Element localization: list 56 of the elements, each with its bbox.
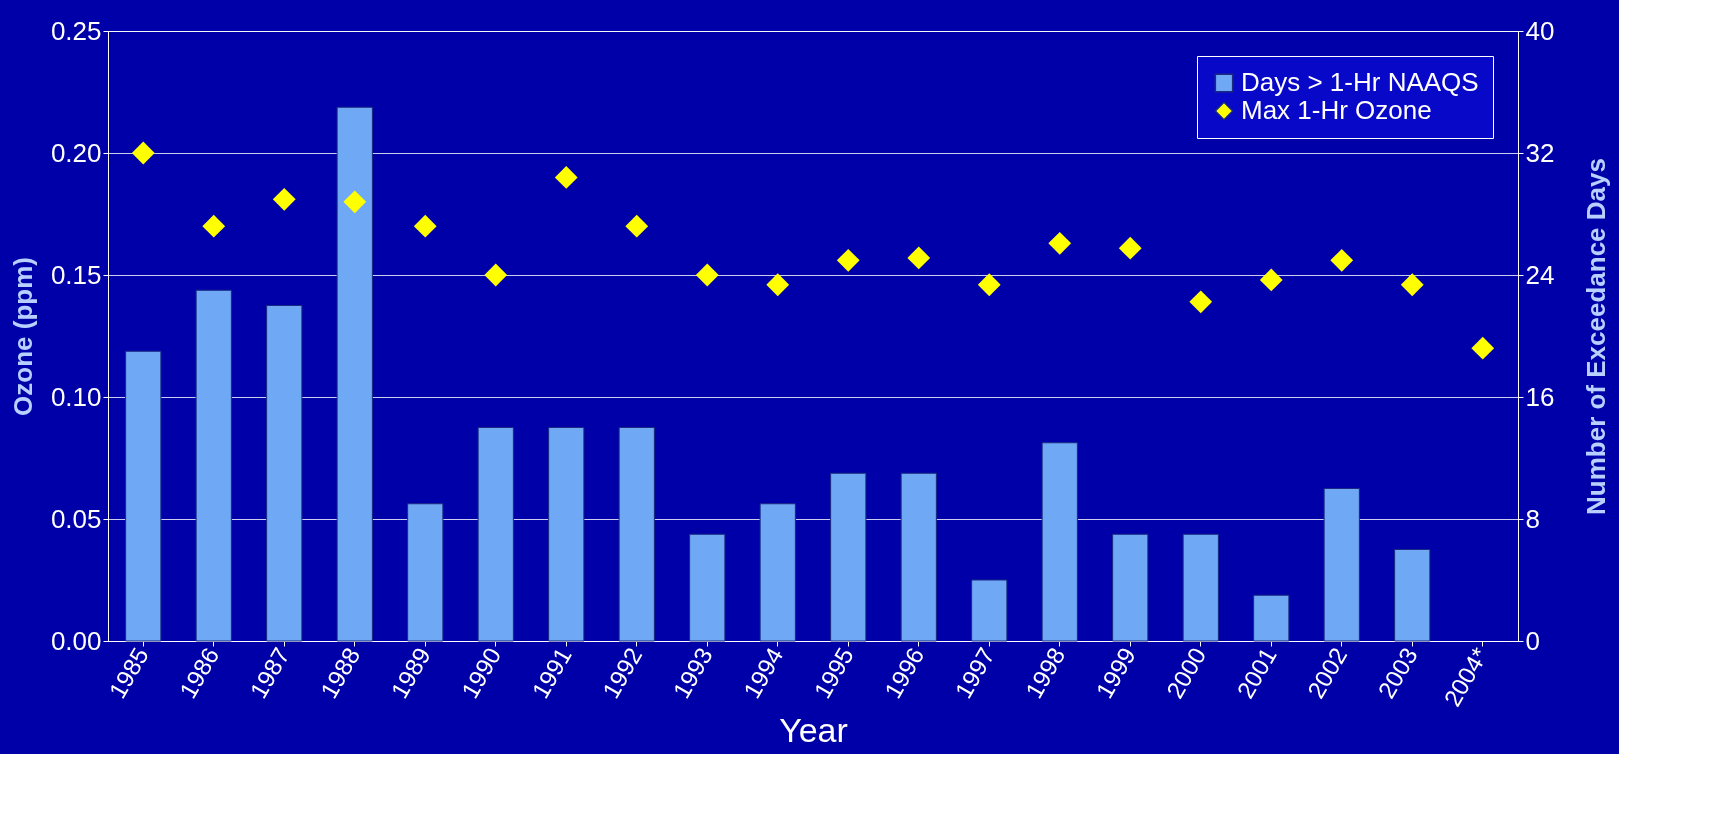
point xyxy=(1330,248,1354,272)
point xyxy=(1118,236,1142,260)
bar xyxy=(125,350,162,642)
point xyxy=(766,273,790,297)
point xyxy=(695,263,719,287)
bar xyxy=(971,579,1008,642)
point xyxy=(1259,268,1283,292)
point xyxy=(413,214,437,238)
point xyxy=(625,214,649,238)
point xyxy=(1471,336,1495,360)
point xyxy=(977,273,1001,297)
bar xyxy=(1394,549,1431,642)
bar xyxy=(407,503,444,642)
legend-label: Max 1-Hr Ozone xyxy=(1241,95,1432,125)
point xyxy=(1189,290,1213,314)
y-tick-label: 0.00 xyxy=(50,625,102,656)
bar xyxy=(618,427,655,642)
bar xyxy=(759,503,796,642)
bar xyxy=(1112,533,1149,642)
bar xyxy=(266,305,303,642)
y-tick-label: 0.20 xyxy=(50,137,102,168)
point xyxy=(907,246,931,270)
y2-tick-label: 16 xyxy=(1525,381,1555,412)
y-tick-label: 0.10 xyxy=(50,381,102,412)
point xyxy=(836,248,860,272)
point xyxy=(131,141,155,165)
bar xyxy=(900,472,937,642)
y2-tick-label: 0 xyxy=(1525,625,1540,656)
y2-tick-label: 40 xyxy=(1525,15,1555,46)
point xyxy=(484,263,508,287)
y2-tick-label: 32 xyxy=(1525,137,1555,168)
y2-axis-title: Number of Exceedance Days xyxy=(1580,158,1611,515)
bar xyxy=(477,427,514,642)
bar xyxy=(1253,594,1290,642)
y-axis-title: Ozone (ppm) xyxy=(7,257,38,416)
point xyxy=(343,190,367,214)
bar xyxy=(548,427,585,642)
point xyxy=(272,187,296,211)
bar xyxy=(689,533,726,642)
y-tick-label: 0.15 xyxy=(50,259,102,290)
bar xyxy=(336,106,373,642)
x-axis-title: Year xyxy=(779,710,848,749)
bar xyxy=(195,289,232,642)
y-tick-label: 0.05 xyxy=(50,503,102,534)
legend-label: Days > 1-Hr NAAQS xyxy=(1241,67,1479,97)
bar xyxy=(1041,442,1078,642)
point xyxy=(1048,231,1072,255)
point xyxy=(1400,273,1424,297)
y2-tick-label: 24 xyxy=(1525,259,1555,290)
y2-tick-label: 8 xyxy=(1525,503,1540,534)
bar xyxy=(1182,533,1219,642)
y-tick-label: 0.25 xyxy=(50,15,102,46)
bar xyxy=(1323,488,1360,642)
point xyxy=(554,166,578,189)
point xyxy=(202,214,226,238)
bar xyxy=(830,472,867,642)
